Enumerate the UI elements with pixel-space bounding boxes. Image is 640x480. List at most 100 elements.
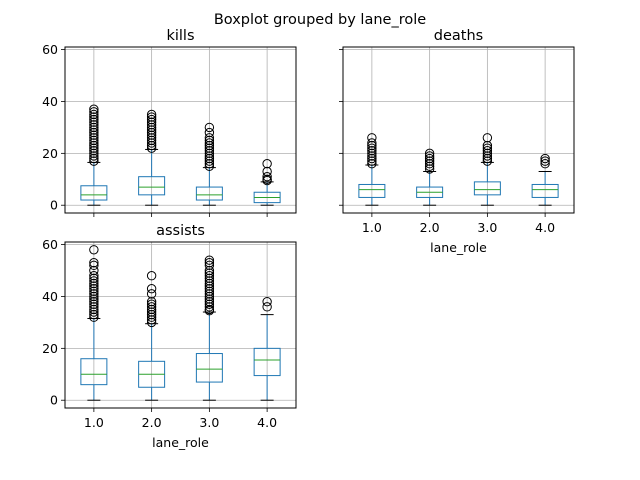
xtick-label: 2.0 xyxy=(142,415,162,430)
outlier-point xyxy=(89,146,99,156)
box-4.0 xyxy=(253,159,281,206)
outlier-point xyxy=(204,133,215,143)
outlier-point xyxy=(204,148,215,159)
outlier-point xyxy=(367,140,377,151)
outlier-point xyxy=(204,304,215,315)
outlier-point xyxy=(146,122,157,133)
xtick-label: 4.0 xyxy=(257,415,277,430)
outlier-point xyxy=(89,312,99,322)
outlier-point xyxy=(146,309,157,320)
axes-frame xyxy=(64,46,297,214)
outlier-point xyxy=(89,135,99,146)
outlier-point xyxy=(367,151,377,161)
outlier-point xyxy=(540,159,550,169)
xtick-label: 1.0 xyxy=(84,415,104,430)
outlier-point xyxy=(367,153,377,164)
ytick-label: 0 xyxy=(50,198,58,213)
outlier-point xyxy=(146,304,157,315)
outlier-point xyxy=(204,258,215,268)
xtick-label: 2.0 xyxy=(420,220,440,235)
axes-frame xyxy=(64,241,297,409)
outlier-point xyxy=(540,156,550,166)
outlier-point xyxy=(367,138,377,148)
outlier-point xyxy=(89,143,99,153)
outlier-point xyxy=(89,140,99,151)
outlier-point xyxy=(424,153,435,164)
box-iqr xyxy=(195,186,223,201)
outlier-point xyxy=(89,109,99,120)
outlier-point xyxy=(204,143,215,153)
outlier-point xyxy=(89,125,99,135)
subplot-deaths: 1.0 2.0 3.0 4.0 deaths lane_role xyxy=(339,28,575,255)
outlier-point xyxy=(262,171,272,182)
box-4.0 xyxy=(253,296,281,401)
box-iqr xyxy=(80,358,108,386)
outlier-point xyxy=(146,127,157,138)
outlier-point xyxy=(89,114,99,125)
outlier-point xyxy=(204,161,215,172)
box-1.0 xyxy=(358,133,386,206)
outlier-point xyxy=(146,120,157,130)
outlier-point xyxy=(262,159,272,169)
outlier-point xyxy=(146,299,157,309)
outlier-point xyxy=(89,138,99,148)
outlier-point xyxy=(89,117,99,127)
outlier-point xyxy=(367,156,377,166)
xtick-label: 4.0 xyxy=(535,220,555,235)
outlier-point xyxy=(146,315,157,325)
outlier-point xyxy=(204,138,215,148)
figure-title: Boxplot grouped by lane_role xyxy=(214,12,426,28)
box-2.0 xyxy=(416,148,444,206)
outlier-point xyxy=(146,307,157,317)
outlier-point xyxy=(424,161,435,172)
ytick-label: 20 xyxy=(42,146,58,161)
outlier-point xyxy=(367,146,377,156)
outlier-point xyxy=(89,304,99,315)
outlier-point xyxy=(367,133,377,143)
outlier-point xyxy=(89,112,99,122)
outlier-point xyxy=(482,146,493,156)
box-3.0 xyxy=(473,133,501,206)
box-2.0 xyxy=(138,109,166,206)
outlier-point xyxy=(482,143,493,153)
outlier-point xyxy=(89,271,99,281)
outlier-point xyxy=(204,127,215,138)
box-iqr xyxy=(253,347,281,377)
outlier-point xyxy=(204,151,215,161)
outlier-point xyxy=(89,286,99,296)
outlier-point xyxy=(204,156,215,166)
outlier-point xyxy=(204,159,215,169)
outlier-point xyxy=(540,153,550,164)
outlier-point xyxy=(146,283,157,294)
outlier-point xyxy=(204,294,215,304)
box-1.0 xyxy=(80,104,108,206)
outlier-point xyxy=(204,271,215,281)
outlier-point xyxy=(89,289,99,299)
outlier-point xyxy=(146,289,157,299)
outlier-point xyxy=(204,278,215,289)
outlier-point xyxy=(89,107,99,117)
outlier-point xyxy=(482,133,493,143)
box-1.0 xyxy=(80,245,108,401)
outlier-point xyxy=(424,159,435,169)
outlier-point xyxy=(146,130,157,140)
outlier-point xyxy=(89,156,99,166)
outlier-point xyxy=(89,258,99,268)
ytick-label: 0 xyxy=(50,393,58,408)
outlier-point xyxy=(204,153,215,164)
outlier-point xyxy=(89,151,99,161)
outlier-point xyxy=(482,153,493,164)
subplot-title: assists xyxy=(156,223,205,239)
outlier-point xyxy=(367,159,377,169)
outlier-point xyxy=(89,120,99,130)
box-iqr xyxy=(531,183,559,198)
outlier-point xyxy=(367,143,377,153)
box-3.0 xyxy=(195,255,223,401)
outlier-point xyxy=(204,276,215,286)
outlier-point xyxy=(424,156,435,166)
outlier-point xyxy=(89,281,99,291)
outlier-point xyxy=(424,164,435,174)
box-iqr xyxy=(80,185,108,201)
box-iqr xyxy=(195,353,223,383)
outlier-point xyxy=(89,153,99,164)
